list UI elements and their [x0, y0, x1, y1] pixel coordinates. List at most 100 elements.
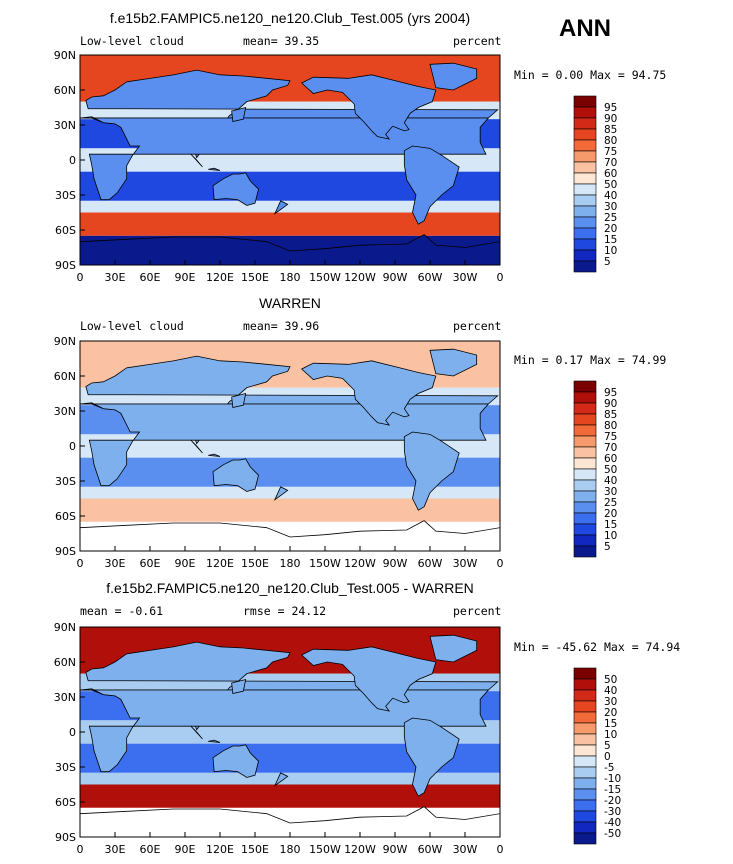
panel2-xtick-label: 90E	[175, 557, 196, 570]
panel3-minmax: Min = -45.62 Max = 74.94	[514, 640, 681, 654]
panel3-colorbar-label: 15	[604, 718, 617, 730]
panel3-colorbar-label: -40	[604, 817, 621, 829]
panel3-coastline-9	[231, 678, 247, 694]
panel1-colorbar-label: 10	[604, 245, 617, 257]
panel1-colorbar-segment	[573, 95, 597, 108]
panel3-xtick-label: 0	[77, 843, 84, 856]
panel1-xtick-label: 60W	[418, 271, 443, 284]
panel3-coastline-2	[300, 646, 437, 712]
panel2-ytick-label: 60S	[55, 510, 76, 523]
panel2-coastline-4	[403, 431, 460, 511]
panel3-colorbar-label: 50	[604, 674, 617, 686]
panel1-colorbar-segment	[573, 172, 597, 185]
panel3-colorbar-segment	[573, 799, 597, 812]
panel2-colorbar-label: 80	[604, 420, 617, 432]
panel2-ytick-label: 90N	[54, 335, 76, 348]
panel1-ytick-label: 0	[69, 154, 76, 167]
panel1-colorbar-segment	[573, 128, 597, 141]
panel3-colorbar-segment	[573, 678, 597, 691]
panel3-xtick-label: 0	[497, 843, 504, 856]
panel1-colorbar-label: 60	[604, 168, 617, 180]
panel2-minmax: Min = 0.17 Max = 74.99	[514, 353, 667, 367]
panel2-ytick-label: 60N	[54, 370, 76, 383]
panel1-colorbar-label: 80	[604, 135, 617, 147]
panel1-xtick-label: 30E	[105, 271, 126, 284]
panel1-colorbar-segment	[573, 227, 597, 240]
panel2-coastline-9	[231, 392, 247, 408]
panel1-xtick-label: 90E	[175, 271, 196, 284]
panel2-ytick-label: 30N	[54, 405, 76, 418]
panel2-colorbar-label: 5	[604, 541, 611, 553]
panel3-title: f.e15b2.FAMPIC5.ne120_ne120.Club_Test.00…	[106, 580, 474, 596]
panel1-colorbar-label: 90	[604, 113, 617, 125]
panel1-colorbar-segment	[573, 216, 597, 229]
panel1-coastline-8	[208, 167, 221, 171]
panel2-colorbar-segment	[573, 413, 597, 426]
panel2-colorbar-segment	[573, 523, 597, 536]
panel3-xtick-label: 90W	[383, 843, 408, 856]
panel3-xtick-label: 120E	[206, 843, 234, 856]
panel3-xtick-label: 60W	[418, 843, 443, 856]
panel3-xtick-label: 120W	[344, 843, 376, 856]
panel1-colorbar-label: 50	[604, 179, 617, 191]
panel3-colorbar-segment	[573, 755, 597, 768]
panel2-colorbar-segment	[573, 457, 597, 470]
panel1-colorbar-label: 85	[604, 124, 617, 136]
panel1-band-6	[80, 200, 500, 213]
panel2-xtick-label: 180	[280, 557, 301, 570]
panel2-colorbar-label: 50	[604, 464, 617, 476]
panel1-colorbar-segment	[573, 161, 597, 174]
panel1-coastline-9	[231, 106, 247, 122]
panel3-colorbar-segment	[573, 777, 597, 790]
panel3-colorbar-label: -15	[604, 784, 621, 796]
panel2-colorbar-label: 40	[604, 475, 617, 487]
panel2-xtick-label: 120W	[344, 557, 376, 570]
panel1-colorbar-segment	[573, 260, 597, 273]
panel2-colorbar-segment	[573, 424, 597, 437]
panel3-ytick-label: 90S	[55, 831, 76, 844]
panel2-coastline-3	[429, 348, 478, 377]
panel2-colorbar-segment	[573, 468, 597, 481]
panel3-band-7	[80, 784, 500, 808]
panel1-colorbar-segment	[573, 183, 597, 196]
panel3-coastline-5	[212, 744, 259, 778]
panel3-mean-label: mean = -0.61	[80, 604, 164, 618]
panel1-xtick-label: 60E	[140, 271, 161, 284]
panel1-xtick-label: 0	[77, 271, 84, 284]
panel1-colorbar-label: 70	[604, 157, 617, 169]
panel1-ytick-label: 90S	[55, 259, 76, 272]
panel1-ytick-label: 30S	[55, 189, 76, 202]
panel3-units-label: percent	[453, 604, 502, 618]
panel2-colorbar-label: 90	[604, 398, 617, 410]
panel1-colorbar-segment	[573, 249, 597, 262]
panel2-colorbar-label: 75	[604, 431, 617, 443]
panel1-xtick-label: 120W	[344, 271, 376, 284]
panel2-xtick-label: 150W	[309, 557, 341, 570]
panel3-colorbar-segment	[573, 766, 597, 779]
panel1-colorbar-segment	[573, 150, 597, 163]
panel1-variable-label: Low-level cloud	[80, 34, 184, 48]
panel1-xtick-label: 150E	[241, 271, 269, 284]
panel2-colorbar-label: 95	[604, 387, 617, 399]
panel1-colorbar-label: 40	[604, 190, 617, 202]
panel2-ytick-label: 30S	[55, 475, 76, 488]
panel3-colorbar-label: 30	[604, 696, 617, 708]
panel3-ytick-label: 60S	[55, 796, 76, 809]
panel2-colorbar-segment	[573, 534, 597, 547]
panel1-coastline-3	[429, 62, 478, 91]
panel3-ytick-label: 30N	[54, 691, 76, 704]
panel2-colorbar-segment	[573, 391, 597, 404]
panel1-xtick-label: 120E	[206, 271, 234, 284]
panel1-colorbar-segment	[573, 194, 597, 207]
panel3-ytick-label: 30S	[55, 761, 76, 774]
panel3-xtick-label: 90E	[175, 843, 196, 856]
panel2-coastline-7	[190, 439, 203, 454]
panel3-coastline-7	[190, 725, 203, 740]
panel2-colorbar-label: 10	[604, 530, 617, 542]
panel2-colorbar-segment	[573, 435, 597, 448]
panel2-ytick-label: 90S	[55, 545, 76, 558]
